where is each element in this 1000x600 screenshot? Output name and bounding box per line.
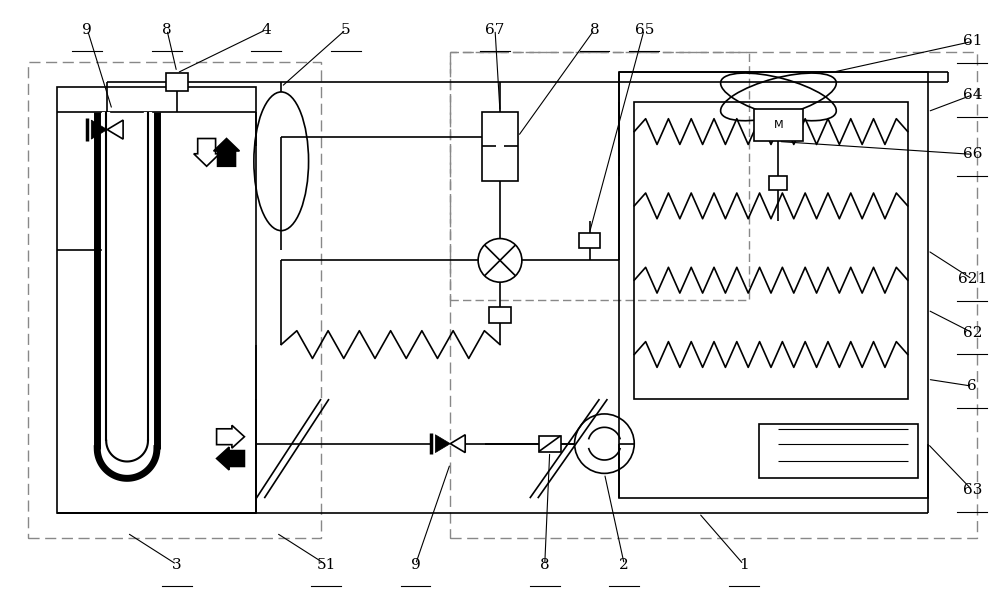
Bar [28, 62, 321, 538]
Bar [450, 52, 977, 538]
Text: 65: 65 [635, 23, 654, 37]
Polygon shape [194, 139, 220, 166]
Bar [489, 307, 511, 323]
Bar [579, 233, 600, 248]
Text: M: M [774, 119, 783, 130]
Text: 621: 621 [958, 272, 987, 286]
Text: 62: 62 [963, 326, 982, 340]
Text: 2: 2 [619, 557, 629, 572]
Bar [482, 112, 518, 181]
Text: 8: 8 [540, 557, 550, 572]
Text: 1: 1 [739, 557, 749, 572]
Text: 64: 64 [963, 88, 982, 102]
Text: 8: 8 [590, 23, 599, 37]
Text: 67: 67 [485, 23, 505, 37]
Polygon shape [214, 139, 239, 166]
Bar [769, 176, 787, 190]
Text: 3: 3 [172, 557, 182, 572]
Bar [754, 109, 803, 142]
Text: 9: 9 [82, 23, 92, 37]
Polygon shape [435, 435, 450, 452]
Text: 51: 51 [316, 557, 336, 572]
Bar [619, 72, 928, 498]
Text: 9: 9 [411, 557, 420, 572]
Text: 6: 6 [967, 379, 977, 393]
Polygon shape [217, 425, 244, 448]
Bar [57, 87, 256, 513]
Text: 66: 66 [963, 148, 982, 161]
Bar [759, 424, 918, 478]
Bar [450, 52, 749, 300]
Text: 8: 8 [162, 23, 172, 37]
Text: 5: 5 [341, 23, 351, 37]
Text: 4: 4 [261, 23, 271, 37]
Text: 63: 63 [963, 483, 982, 497]
Text: 61: 61 [963, 34, 982, 49]
Bar [539, 436, 561, 452]
Bar [634, 102, 908, 399]
Bar [166, 73, 188, 91]
Polygon shape [91, 120, 107, 139]
Polygon shape [217, 447, 244, 470]
